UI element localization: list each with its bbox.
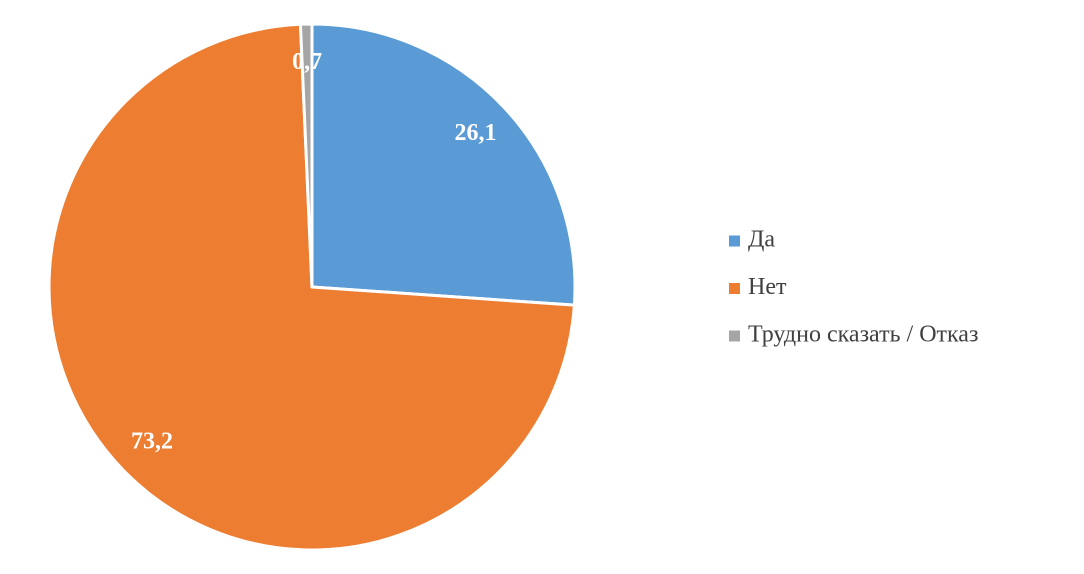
- legend-label: Нет: [748, 274, 787, 300]
- pie-slice: [310, 22, 577, 307]
- pie-slice: [298, 22, 314, 289]
- legend-swatch: [729, 283, 740, 294]
- data-label: 0,7: [292, 49, 322, 75]
- legend-swatch: [729, 235, 740, 247]
- data-label: 26,1: [454, 120, 496, 146]
- data-label: 73,2: [131, 429, 173, 455]
- legend-label: Трудно сказать / Отказ: [748, 322, 978, 348]
- legend-label: Да: [748, 227, 775, 253]
- legend-swatch: [729, 330, 740, 342]
